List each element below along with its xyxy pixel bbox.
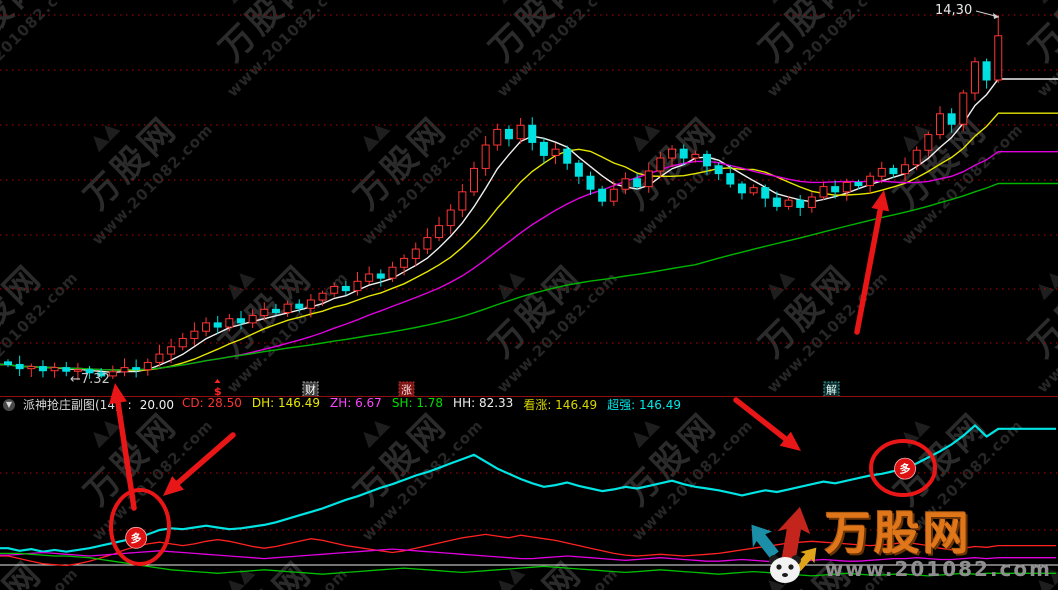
indicator-field-看涨: 看涨: 146.49 <box>523 398 598 412</box>
indicator-value: 20.00 <box>139 397 175 412</box>
event-marker-label: 解 <box>826 383 837 397</box>
brand-logo-icons <box>751 506 817 583</box>
indicator-name: 派神抢庄副图(14) <box>23 398 120 412</box>
indicator-green-line <box>0 552 1056 577</box>
indicator-field-CD: CD: 28.50 <box>182 396 242 410</box>
ma-line-ma-mid <box>0 112 1058 372</box>
indicator-field-HH: HH: 82.33 <box>453 396 514 410</box>
panda-icon <box>768 555 801 583</box>
indicator-colon: : <box>127 397 132 412</box>
event-marker-label: 财 <box>305 383 316 397</box>
indicator-header: ▼ 派神抢庄副图(14) : 20.00 CD: 28.50 DH: 146.49… <box>0 396 1058 412</box>
dollar-marker: $ <box>214 385 222 396</box>
indicator-fields: CD: 28.50 DH: 146.49 ZH: 6.67 SH: 1.78 HH: 8… <box>182 396 681 413</box>
indicator-field-SH: SH: 1.78 <box>391 396 444 410</box>
price-labels: 14,30 ←7.32 <box>70 3 972 387</box>
price-gridlines <box>0 14 1058 344</box>
buy-signal-label: 多 <box>900 462 911 476</box>
candles <box>4 15 1003 381</box>
indicator-gridlines <box>0 472 1058 566</box>
price-chart[interactable]: 14,30 ←7.32 $ 财 涨 解 <box>0 0 1058 396</box>
buy-signal-label: 多 <box>131 531 142 545</box>
indicator-field-超强: 超强: 146.49 <box>607 398 682 412</box>
dollar-marker-arrow-icon <box>214 379 221 383</box>
indicator-field-ZH: ZH: 6.67 <box>330 396 382 410</box>
brand-logo-title: 万股网 <box>824 505 972 560</box>
red-arrow-icon <box>777 506 811 571</box>
svg-text:14,30: 14,30 <box>935 3 972 18</box>
collapse-indicator-button[interactable]: ▼ <box>3 398 15 411</box>
svg-text:←7.32: ←7.32 <box>70 372 110 387</box>
ma-line-ma-fast <box>0 78 1058 374</box>
event-marker-label: 涨 <box>401 384 412 397</box>
indicator-field-DH: DH: 146.49 <box>251 396 320 410</box>
teal-arrow-icon <box>751 524 779 559</box>
yellow-arrow-icon <box>794 547 817 572</box>
ma-line-ma-long <box>0 182 1058 371</box>
ma-lines <box>0 78 1058 374</box>
brand-logo-url: www.201082.com <box>824 556 1052 581</box>
brand-logo: 万股网 www.201082.com <box>747 500 1052 588</box>
event-markers: $ 财 涨 解 <box>214 379 840 397</box>
